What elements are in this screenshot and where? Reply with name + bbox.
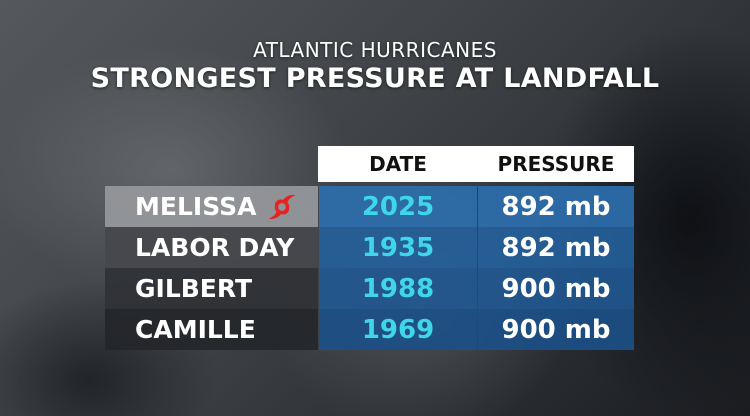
hurricane-name-cell: GILBERT — [105, 268, 318, 309]
hurricane-name: LABOR DAY — [135, 233, 295, 262]
table-header: DATE PRESSURE — [318, 146, 634, 182]
landfall-pressure: 892 mb — [478, 186, 634, 227]
landfall-year: 2025 — [319, 186, 477, 227]
landfall-pressure: 900 mb — [478, 268, 634, 309]
landfall-year: 1988 — [319, 268, 477, 309]
hurricane-name: CAMILLE — [135, 315, 256, 344]
table-row: GILBERT 1988 900 mb — [105, 268, 634, 309]
graphic-title: STRONGEST PRESSURE AT LANDFALL — [90, 63, 660, 94]
landfall-year: 1935 — [319, 227, 477, 268]
hurricane-name-cell: LABOR DAY — [105, 227, 318, 268]
table-row: LABOR DAY 1935 892 mb — [105, 227, 634, 268]
hurricane-icon — [268, 194, 296, 220]
graphic-subtitle: ATLANTIC HURRICANES — [253, 38, 497, 62]
landfall-year: 1969 — [319, 309, 477, 350]
hurricane-name: GILBERT — [135, 274, 253, 303]
table-row: CAMILLE 1969 900 mb — [105, 309, 634, 350]
column-header-date: DATE — [369, 152, 427, 176]
table-row: MELISSA 2025 892 mb — [105, 186, 634, 227]
hurricane-table: MELISSA 2025 892 mb LABOR DAY 1935 892 m… — [105, 186, 634, 350]
graphic-header: ATLANTIC HURRICANES STRONGEST PRESSURE A… — [0, 38, 750, 96]
column-header-pressure: PRESSURE — [497, 152, 615, 176]
landfall-pressure: 900 mb — [478, 309, 634, 350]
hurricane-name: MELISSA — [135, 192, 257, 221]
hurricane-name-cell: MELISSA — [105, 186, 318, 227]
hurricane-name-cell: CAMILLE — [105, 309, 318, 350]
landfall-pressure: 892 mb — [478, 227, 634, 268]
